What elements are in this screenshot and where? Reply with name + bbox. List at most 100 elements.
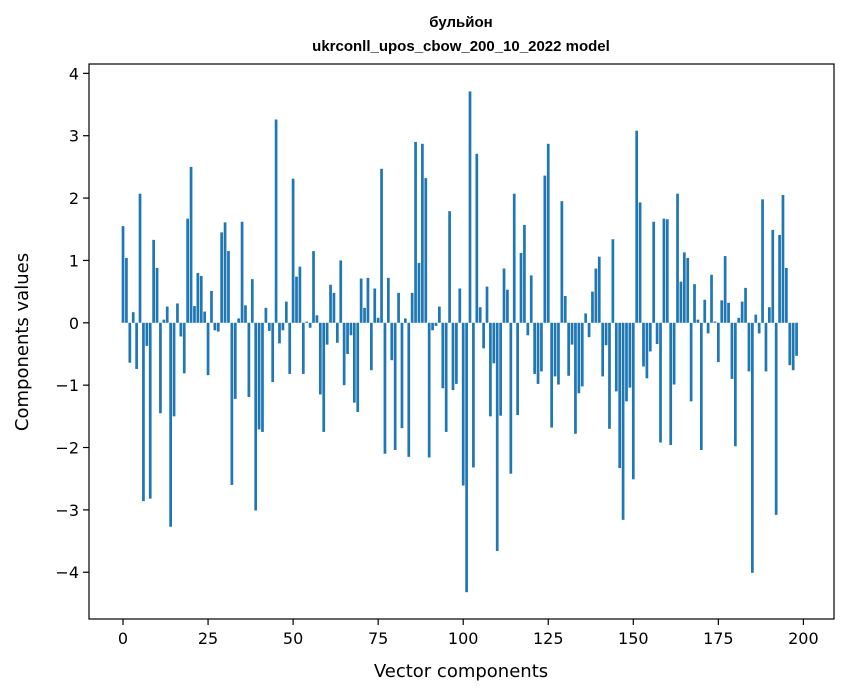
bar (244, 305, 247, 323)
bar (417, 262, 421, 323)
bar (414, 141, 417, 323)
y-tick-label: 4 (69, 64, 79, 83)
bar (468, 91, 472, 323)
bar (744, 287, 747, 323)
bar (672, 322, 676, 385)
bar (223, 222, 227, 323)
bar (431, 322, 434, 331)
bar (182, 322, 186, 374)
bar (196, 272, 200, 323)
bar (546, 143, 550, 323)
bar (410, 292, 414, 323)
bar (176, 303, 179, 323)
bar (621, 322, 625, 520)
bar (434, 322, 438, 326)
bar (506, 289, 509, 323)
bar (186, 218, 190, 323)
bar (271, 322, 275, 383)
bar (451, 322, 455, 391)
bar (611, 239, 615, 323)
bar (771, 229, 775, 323)
bar (512, 193, 516, 323)
bar (597, 256, 601, 323)
bar (339, 260, 343, 323)
bar (557, 322, 560, 385)
bar (342, 322, 346, 386)
bar (213, 322, 217, 331)
bar (567, 322, 571, 376)
bar (199, 276, 203, 323)
bar (359, 278, 363, 323)
bar (706, 322, 710, 334)
bar (550, 322, 554, 428)
bar (247, 322, 251, 397)
bar (791, 322, 795, 371)
bar (584, 313, 588, 323)
bar (179, 322, 183, 337)
bar (172, 322, 176, 417)
bar (125, 257, 128, 323)
bar (250, 279, 254, 323)
bar (502, 268, 506, 323)
bar (373, 288, 377, 323)
bar (543, 175, 547, 323)
bar (438, 306, 441, 323)
bar (376, 317, 380, 323)
bar (142, 322, 145, 502)
bar (148, 322, 152, 499)
y-tick-label: −2 (55, 439, 79, 458)
bar (288, 322, 292, 374)
bar (135, 322, 138, 369)
bar (298, 266, 302, 323)
bar (747, 322, 751, 372)
bar (318, 322, 322, 395)
bar (757, 322, 761, 334)
bar (138, 193, 142, 323)
bar (591, 291, 594, 323)
bar (335, 322, 339, 343)
bar (693, 284, 696, 323)
bar (482, 322, 485, 349)
y-axis-label: Components values (12, 253, 33, 431)
chart-title: бульйон (429, 14, 492, 31)
bar (529, 275, 533, 323)
bar (604, 322, 608, 346)
bar (495, 322, 499, 552)
bar (121, 226, 125, 323)
bar (533, 322, 536, 374)
bar (363, 307, 366, 323)
bar (618, 322, 622, 469)
x-tick-label: 125 (533, 629, 564, 648)
bar (216, 322, 220, 332)
bar (128, 322, 132, 363)
x-tick-label: 0 (118, 629, 128, 648)
bar (540, 322, 543, 372)
bar (689, 322, 693, 402)
bar (478, 307, 482, 323)
bar (638, 202, 642, 323)
bar (427, 322, 431, 458)
bar (257, 322, 261, 430)
bar (159, 322, 162, 414)
bar (536, 322, 540, 384)
x-tick-label: 175 (703, 629, 734, 648)
bar (352, 322, 356, 403)
bar (740, 301, 744, 323)
bar (723, 256, 727, 323)
bar (472, 322, 475, 468)
bar (305, 321, 309, 323)
bar (669, 322, 673, 446)
bar (730, 322, 734, 379)
bar (485, 286, 489, 323)
bar (601, 322, 605, 377)
bar (404, 318, 407, 323)
bar (710, 274, 713, 323)
bar (295, 276, 298, 323)
bar (686, 257, 690, 323)
bar (461, 322, 465, 486)
bar (233, 322, 237, 399)
bar (220, 232, 224, 323)
bar (264, 307, 268, 323)
bar (509, 322, 513, 474)
